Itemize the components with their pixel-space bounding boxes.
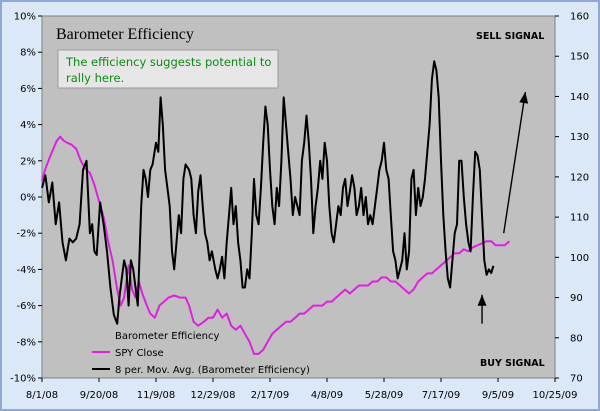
x-axis: 8/1/08 9/20/08 11/9/08 12/29/08 2/17/09 4/8/0… — [26, 378, 578, 401]
x-tick-label: 5/28/09 — [365, 390, 404, 401]
y-right-tick-label: 80 — [570, 333, 583, 344]
x-tick-label: 10/25/09 — [533, 390, 578, 401]
up-trend-arrow-head — [519, 92, 529, 104]
x-tick-label: 9/20/08 — [80, 390, 119, 401]
x-tick-label: 2/17/09 — [251, 390, 290, 401]
y-right-tick-label: 70 — [570, 374, 583, 385]
buy-arrow-head — [477, 294, 487, 306]
x-tick-label: 7/17/09 — [422, 390, 461, 401]
y-right-tick-label: 130 — [570, 132, 589, 143]
y-left-tick-label: -10% — [10, 374, 36, 385]
y-left-tick-label: 8% — [20, 48, 36, 59]
up-trend-arrow-shaft — [503, 91, 527, 234]
y-left-tick-label: 0% — [20, 193, 36, 204]
legend-entry-efficiency: 8 per. Mov. Avg. (Barometer Efficiency) — [115, 365, 310, 376]
x-tick-label: 11/9/08 — [137, 390, 176, 401]
x-tick-label: 12/29/08 — [191, 390, 236, 401]
y-axis-left: -10% -8% -6% -4% -2% 0% 2% 4% 6% 8% 10% — [10, 12, 42, 385]
y-right-tick-label: 140 — [570, 92, 589, 103]
legend-title: Barometer Efficiency — [115, 331, 220, 342]
y-axis-right: 70 80 90 100 110 120 130 140 150 160 — [555, 12, 589, 385]
legend-entry-spy: SPY Close — [115, 348, 164, 359]
annotation-line-1: The efficiency suggests potential to — [65, 55, 271, 69]
y-right-tick-label: 90 — [570, 293, 583, 304]
x-tick-label: 9/5/09 — [482, 390, 514, 401]
y-right-tick-label: 150 — [570, 52, 589, 63]
legend: Barometer Efficiency SPY Close 8 per. Mo… — [92, 331, 310, 376]
y-left-tick-label: 4% — [20, 120, 36, 131]
y-left-tick-label: 10% — [14, 12, 36, 23]
y-right-tick-label: 110 — [570, 213, 589, 224]
signal-arrows — [477, 91, 529, 324]
y-left-tick-label: 2% — [20, 156, 36, 167]
y-right-tick-label: 100 — [570, 253, 589, 264]
y-left-tick-label: -4% — [17, 265, 36, 276]
annotation-box — [57, 49, 279, 89]
y-left-tick-label: -2% — [17, 229, 36, 240]
y-left-tick-label: -6% — [17, 301, 36, 312]
spy-close-line — [41, 135, 511, 355]
y-right-tick-label: 120 — [570, 172, 589, 183]
x-tick-label: 4/8/09 — [311, 390, 343, 401]
chart-title: Barometer Efficiency — [56, 26, 194, 43]
efficiency-moving-average-line — [41, 60, 495, 325]
x-tick-label: 8/1/08 — [26, 390, 58, 401]
y-left-tick-label: -8% — [17, 337, 36, 348]
buy-signal-label: BUY SIGNAL — [480, 358, 545, 369]
sell-signal-label: SELL SIGNAL — [476, 31, 544, 42]
y-left-tick-label: 6% — [20, 84, 36, 95]
y-right-tick-label: 160 — [570, 12, 589, 23]
annotation-line-2: rally here. — [66, 71, 124, 85]
